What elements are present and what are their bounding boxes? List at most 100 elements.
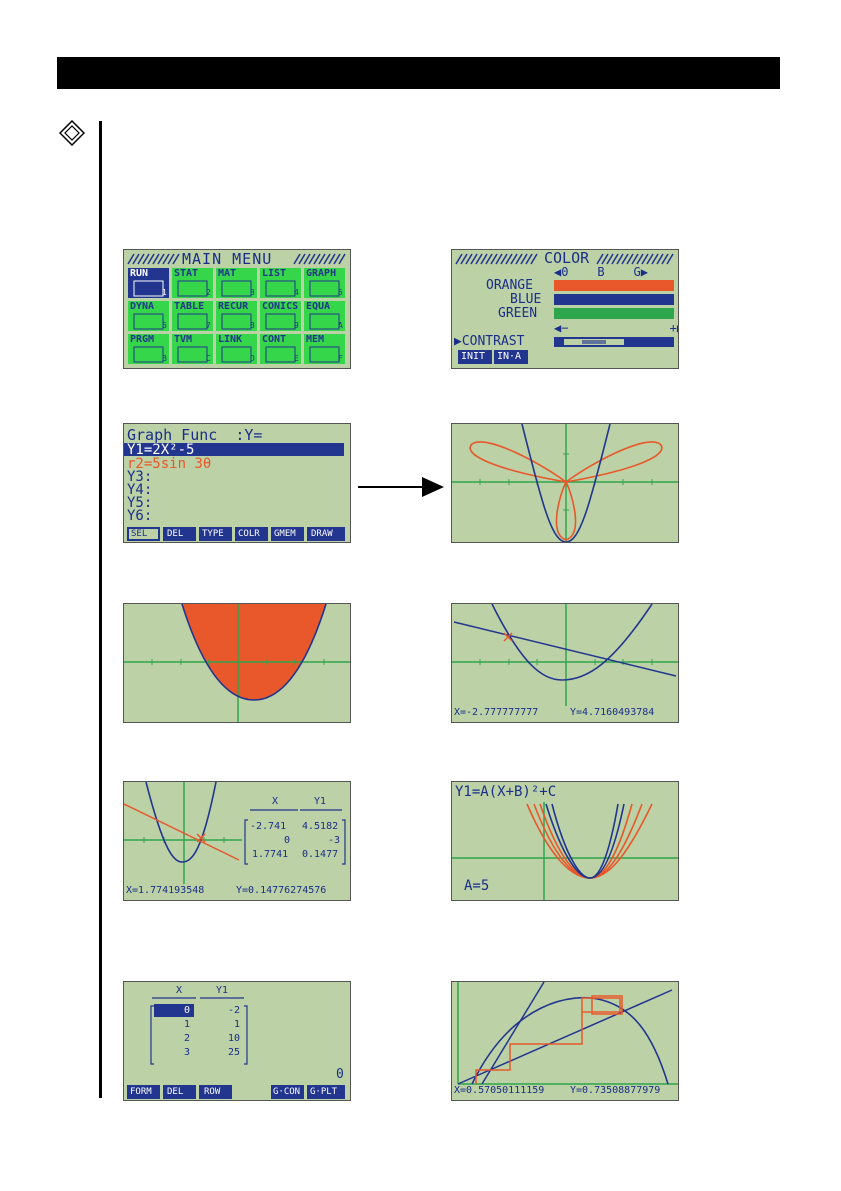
menu-icon-glyph [133, 313, 164, 330]
web-y-readout: Y=0.73508877979 [570, 1085, 661, 1096]
trace-screen: X=-2.777777777 Y=4.7160493784 [451, 603, 679, 723]
trace-x-readout: X=-2.777777777 [454, 707, 539, 718]
menu-icon-tvm[interactable]: TVM [174, 334, 193, 345]
func-line-y1[interactable]: Y1=2X²-5 [127, 442, 195, 458]
menu-icon-glyph [221, 346, 252, 363]
color-row-blue-label: BLUE [510, 292, 542, 307]
menu-icon-glyph [177, 280, 208, 297]
menu-icon-bg [260, 334, 301, 364]
recur-cell: -2 [228, 1005, 241, 1016]
menu-icon-table[interactable]: TABLE [174, 301, 205, 312]
color-screen: COLOR ◀0 B G▶ ORANGE BLUE GREEN ◀− +▶ ▶C… [451, 249, 679, 369]
menu-icon-conics[interactable]: CONICS [262, 301, 299, 312]
contrast-scale: ◀− +▶ [554, 321, 679, 335]
softkey-del[interactable]: DEL [167, 529, 184, 539]
table-cell: 0 [284, 835, 291, 846]
menu-icon-cont[interactable]: CONT [262, 334, 287, 345]
menu-icon-glyph [221, 280, 252, 297]
menu-icon-bg [304, 334, 345, 364]
menu-icon-bg [172, 334, 213, 364]
margin-rule [99, 121, 102, 1098]
recur-cell: 3 [184, 1047, 191, 1058]
menu-icon-mem[interactable]: MEM [306, 334, 325, 345]
section-header-bar [57, 57, 780, 89]
color-row-green-label: GREEN [498, 306, 538, 321]
menu-icon-key: 5 [338, 288, 343, 297]
table-cell: -2.741 [250, 821, 287, 832]
diamond-bullet-icon [59, 120, 85, 146]
softkey-init[interactable]: INIT [461, 351, 486, 362]
softkey-del[interactable]: DEL [167, 1087, 184, 1097]
dynamic-graph-screen: Y1=A(X+B)²+C A=5 [451, 781, 679, 901]
menu-icon-glyph [265, 280, 296, 297]
table-cell: 1.7741 [252, 849, 289, 860]
table-header-y1: Y1 [314, 796, 327, 807]
softkey-sel[interactable]: SEL [131, 529, 148, 539]
table-cell: 0.1477 [302, 849, 339, 860]
menu-icon-mat[interactable]: MAT [218, 268, 237, 279]
recur-table-screen: X Y1 0 -2 1 1 2 10 3 25 0 FORM DEL ROW G… [123, 981, 351, 1101]
table-cell: -3 [328, 835, 341, 846]
menu-icon-link[interactable]: LINK [218, 334, 243, 345]
menu-icon-glyph [177, 346, 208, 363]
recur-cell: 25 [228, 1047, 241, 1058]
menu-icon-equa[interactable]: EQUA [306, 301, 331, 312]
softkey-in-a[interactable]: IN·A [497, 351, 522, 362]
func-line-y6[interactable]: Y6: [127, 508, 153, 524]
softkey-gmem[interactable]: GMEM [274, 529, 296, 539]
menu-icon-list[interactable]: LIST [262, 268, 287, 279]
func-line-y5[interactable]: Y5: [127, 495, 153, 511]
table-header-x: X [272, 796, 279, 807]
graph-result-screen [451, 423, 679, 543]
softkey-g-con[interactable]: G·CON [273, 1087, 301, 1097]
menu-icon-key: 6 [162, 321, 167, 330]
softkey-row[interactable]: ROW [204, 1087, 221, 1097]
menu-icon-key: E [294, 354, 299, 363]
menu-icon-bg [304, 301, 345, 331]
menu-icon-glyph [177, 313, 208, 330]
menu-icon-bg [128, 334, 169, 364]
softkey-g-plt[interactable]: G·PLT [310, 1087, 338, 1097]
menu-icon-bg [216, 268, 257, 298]
func-line-y4[interactable]: Y4: [127, 482, 153, 498]
menu-icon-key: 4 [294, 288, 299, 297]
recur-cell: 2 [184, 1033, 191, 1044]
trace-y-readout: Y=4.7160493784 [570, 707, 655, 718]
menu-icon-run[interactable]: RUN [130, 268, 149, 279]
menu-icon-dyna[interactable]: DYNA [130, 301, 155, 312]
menu-icon-key: 8 [250, 321, 255, 330]
graph-table-screen: X Y1 -2.741 4.5182 0 -3 1.7741 0.1477 X=… [123, 781, 351, 901]
menu-icon-key: 7 [206, 321, 211, 330]
menu-icon-key: F [338, 354, 343, 363]
right-arrow-icon [358, 477, 444, 497]
menu-icon-key: C [206, 354, 211, 363]
recur-cell: 1 [184, 1019, 191, 1030]
main-menu-title: MAIN MENU [182, 250, 273, 268]
softkey-form[interactable]: FORM [130, 1087, 152, 1097]
menu-icon-graph[interactable]: GRAPH [306, 268, 337, 279]
trace-y-readout: Y=0.14776274576 [236, 885, 327, 896]
color-scale: ◀0 B G▶ [554, 265, 648, 279]
recur-cell[interactable]: 0 [184, 1005, 191, 1016]
menu-icon-key: D [250, 354, 255, 363]
softkey-type[interactable]: TYPE [202, 529, 224, 539]
menu-icon-glyph [265, 346, 296, 363]
table-cell: 4.5182 [302, 821, 339, 832]
recur-cell: 1 [234, 1019, 241, 1030]
color-title: COLOR [544, 249, 590, 267]
softkey-draw[interactable]: DRAW [311, 529, 333, 539]
func-line-y3[interactable]: Y3: [127, 469, 153, 485]
menu-icon-key: 3 [250, 288, 255, 297]
dyna-param: A=5 [464, 878, 490, 894]
softkey-colr[interactable]: COLR [238, 529, 260, 539]
recur-cell: 10 [228, 1033, 241, 1044]
menu-icon-stat[interactable]: STAT [174, 268, 199, 279]
menu-icon-recur[interactable]: RECUR [218, 301, 249, 312]
menu-icon-prgm[interactable]: PRGM [130, 334, 155, 345]
func-line-r2[interactable]: r2=5sin 3θ [127, 456, 212, 472]
graph-func-title: Graph Func :Y= [127, 426, 263, 444]
menu-icon-bg [260, 268, 301, 298]
menu-icon-bg [172, 301, 213, 331]
recur-header-y1: Y1 [216, 985, 229, 996]
menu-icon-glyph [309, 346, 340, 363]
